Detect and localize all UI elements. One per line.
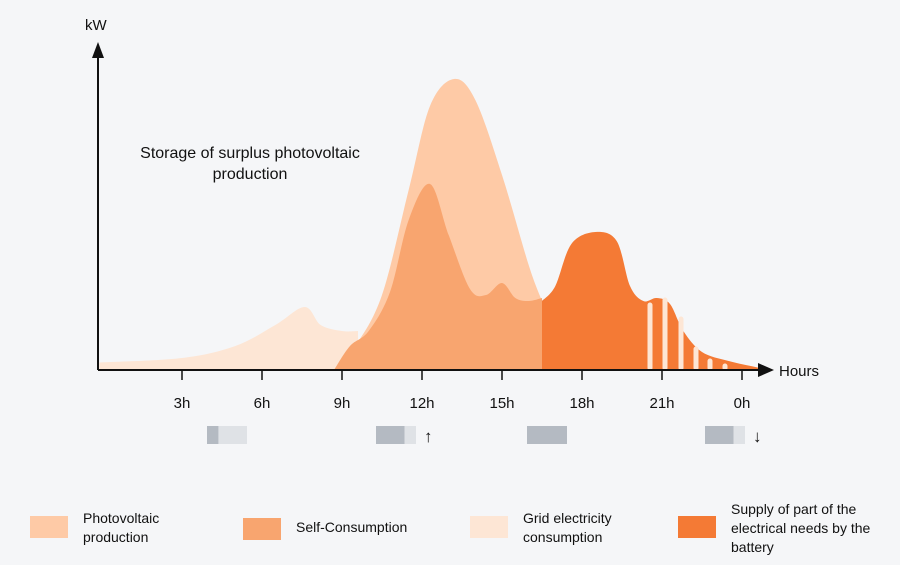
legend-item-battery: Supply of part of the electrical needs b… bbox=[678, 500, 881, 557]
x-tick-label: 21h bbox=[649, 395, 674, 412]
legend-label: Photovoltaic production bbox=[83, 510, 160, 545]
legend-swatch bbox=[243, 518, 281, 540]
surplus-storage-annotation: Storage of surplus photovoltaic producti… bbox=[140, 145, 360, 183]
x-axis-label: Hours bbox=[779, 363, 819, 380]
battery-level-icon bbox=[527, 426, 567, 444]
area-grid-consumption bbox=[99, 307, 358, 370]
battery-charge-fill bbox=[207, 426, 219, 444]
x-tick-label: 15h bbox=[489, 395, 514, 412]
battery-level-icon bbox=[207, 426, 247, 444]
legend-item-grid: Grid electricity consumption bbox=[470, 509, 633, 547]
x-tick-label: 3h bbox=[174, 395, 191, 412]
legend-label: Self-Consumption bbox=[296, 519, 408, 535]
legend-label: Grid electricity consumption bbox=[523, 510, 612, 545]
battery-level-icon: ↓ bbox=[705, 426, 762, 446]
y-axis-arrow-icon bbox=[92, 42, 104, 58]
x-tick-label: 0h bbox=[734, 395, 751, 412]
x-tick-label: 9h bbox=[334, 395, 351, 412]
battery-charge-fill bbox=[527, 426, 567, 444]
arrow-down-icon: ↓ bbox=[753, 427, 762, 446]
arrow-up-icon: ↑ bbox=[424, 427, 433, 446]
battery-level-icon: ↑ bbox=[376, 426, 433, 446]
legend: Photovoltaic production Self-Consumption… bbox=[0, 501, 900, 565]
legend-item-photovoltaic: Photovoltaic production bbox=[30, 509, 183, 547]
battery-charge-fill bbox=[705, 426, 734, 444]
legend-label: Supply of part of the electrical needs b… bbox=[731, 501, 871, 555]
x-tick-label: 6h bbox=[254, 395, 271, 412]
legend-swatch bbox=[678, 516, 716, 538]
y-axis-label: kW bbox=[85, 17, 108, 34]
legend-item-self-consumption: Self-Consumption bbox=[243, 518, 407, 540]
battery-charge-fill bbox=[376, 426, 405, 444]
area-battery-supply bbox=[542, 231, 769, 370]
x-tick-label: 12h bbox=[409, 395, 434, 412]
legend-swatch bbox=[470, 516, 508, 538]
area-self-consumption bbox=[334, 183, 542, 370]
legend-swatch bbox=[30, 516, 68, 538]
x-tick-label: 18h bbox=[569, 395, 594, 412]
x-axis-arrow-icon bbox=[758, 363, 774, 377]
